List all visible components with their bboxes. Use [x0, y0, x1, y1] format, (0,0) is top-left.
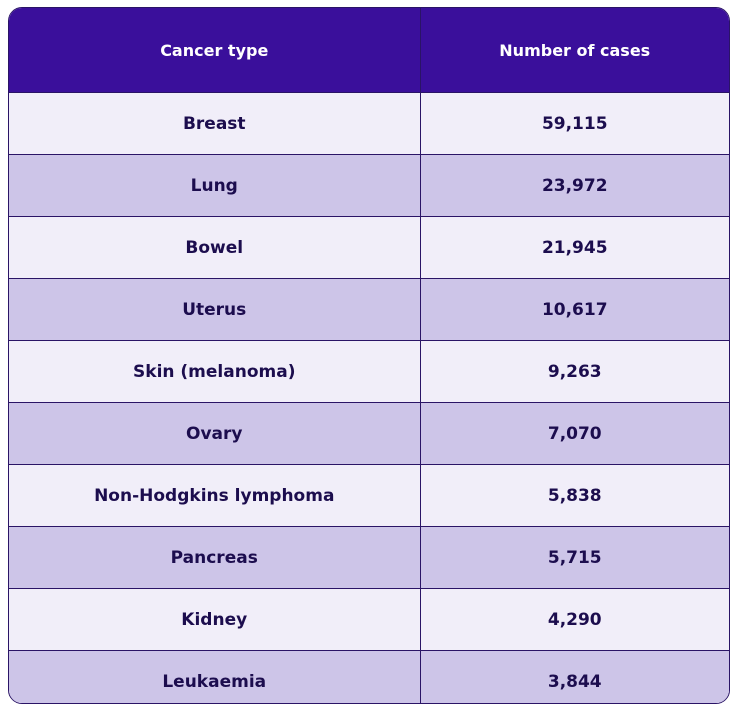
case-count-cell: 23,972	[419, 154, 729, 217]
table-row: Bowel 21,945	[9, 216, 729, 279]
table-row: Leukaemia 3,844	[9, 650, 729, 703]
table-row: Breast 59,115	[9, 92, 729, 155]
case-count-cell: 10,617	[419, 278, 729, 341]
header-cancer-type: Cancer type	[9, 8, 420, 93]
cancer-type-cell: Ovary	[9, 402, 420, 465]
table-row: Skin (melanoma) 9,263	[9, 340, 729, 403]
case-count-cell: 9,263	[419, 340, 729, 403]
cancer-type-cell: Non-Hodgkins lymphoma	[9, 464, 420, 527]
cancer-type-cell: Kidney	[9, 588, 420, 651]
table-body: Breast 59,115 Lung 23,972 Bowel 21,945 U…	[9, 92, 729, 703]
case-count-cell: 7,070	[419, 402, 729, 465]
table-header: Cancer type Number of cases	[9, 8, 729, 93]
case-count-cell: 4,290	[419, 588, 729, 651]
cancer-type-cell: Leukaemia	[9, 650, 420, 703]
cancer-type-cell: Pancreas	[9, 526, 420, 589]
cancer-type-cell: Uterus	[9, 278, 420, 341]
table-row: Ovary 7,070	[9, 402, 729, 465]
case-count-cell: 59,115	[419, 92, 729, 155]
cancer-type-cell: Skin (melanoma)	[9, 340, 420, 403]
header-number-of-cases: Number of cases	[419, 8, 729, 93]
cancer-type-cell: Lung	[9, 154, 420, 217]
header-row: Cancer type Number of cases	[9, 8, 729, 93]
cancer-type-cell: Bowel	[9, 216, 420, 279]
table-row: Pancreas 5,715	[9, 526, 729, 589]
data-table: Cancer type Number of cases Breast 59,11…	[9, 8, 729, 703]
cancer-cases-table: Cancer type Number of cases Breast 59,11…	[8, 7, 730, 704]
table-row: Uterus 10,617	[9, 278, 729, 341]
cancer-type-cell: Breast	[9, 92, 420, 155]
table-row: Kidney 4,290	[9, 588, 729, 651]
case-count-cell: 5,838	[419, 464, 729, 527]
case-count-cell: 21,945	[419, 216, 729, 279]
table-row: Non-Hodgkins lymphoma 5,838	[9, 464, 729, 527]
case-count-cell: 3,844	[419, 650, 729, 703]
case-count-cell: 5,715	[419, 526, 729, 589]
table-row: Lung 23,972	[9, 154, 729, 217]
